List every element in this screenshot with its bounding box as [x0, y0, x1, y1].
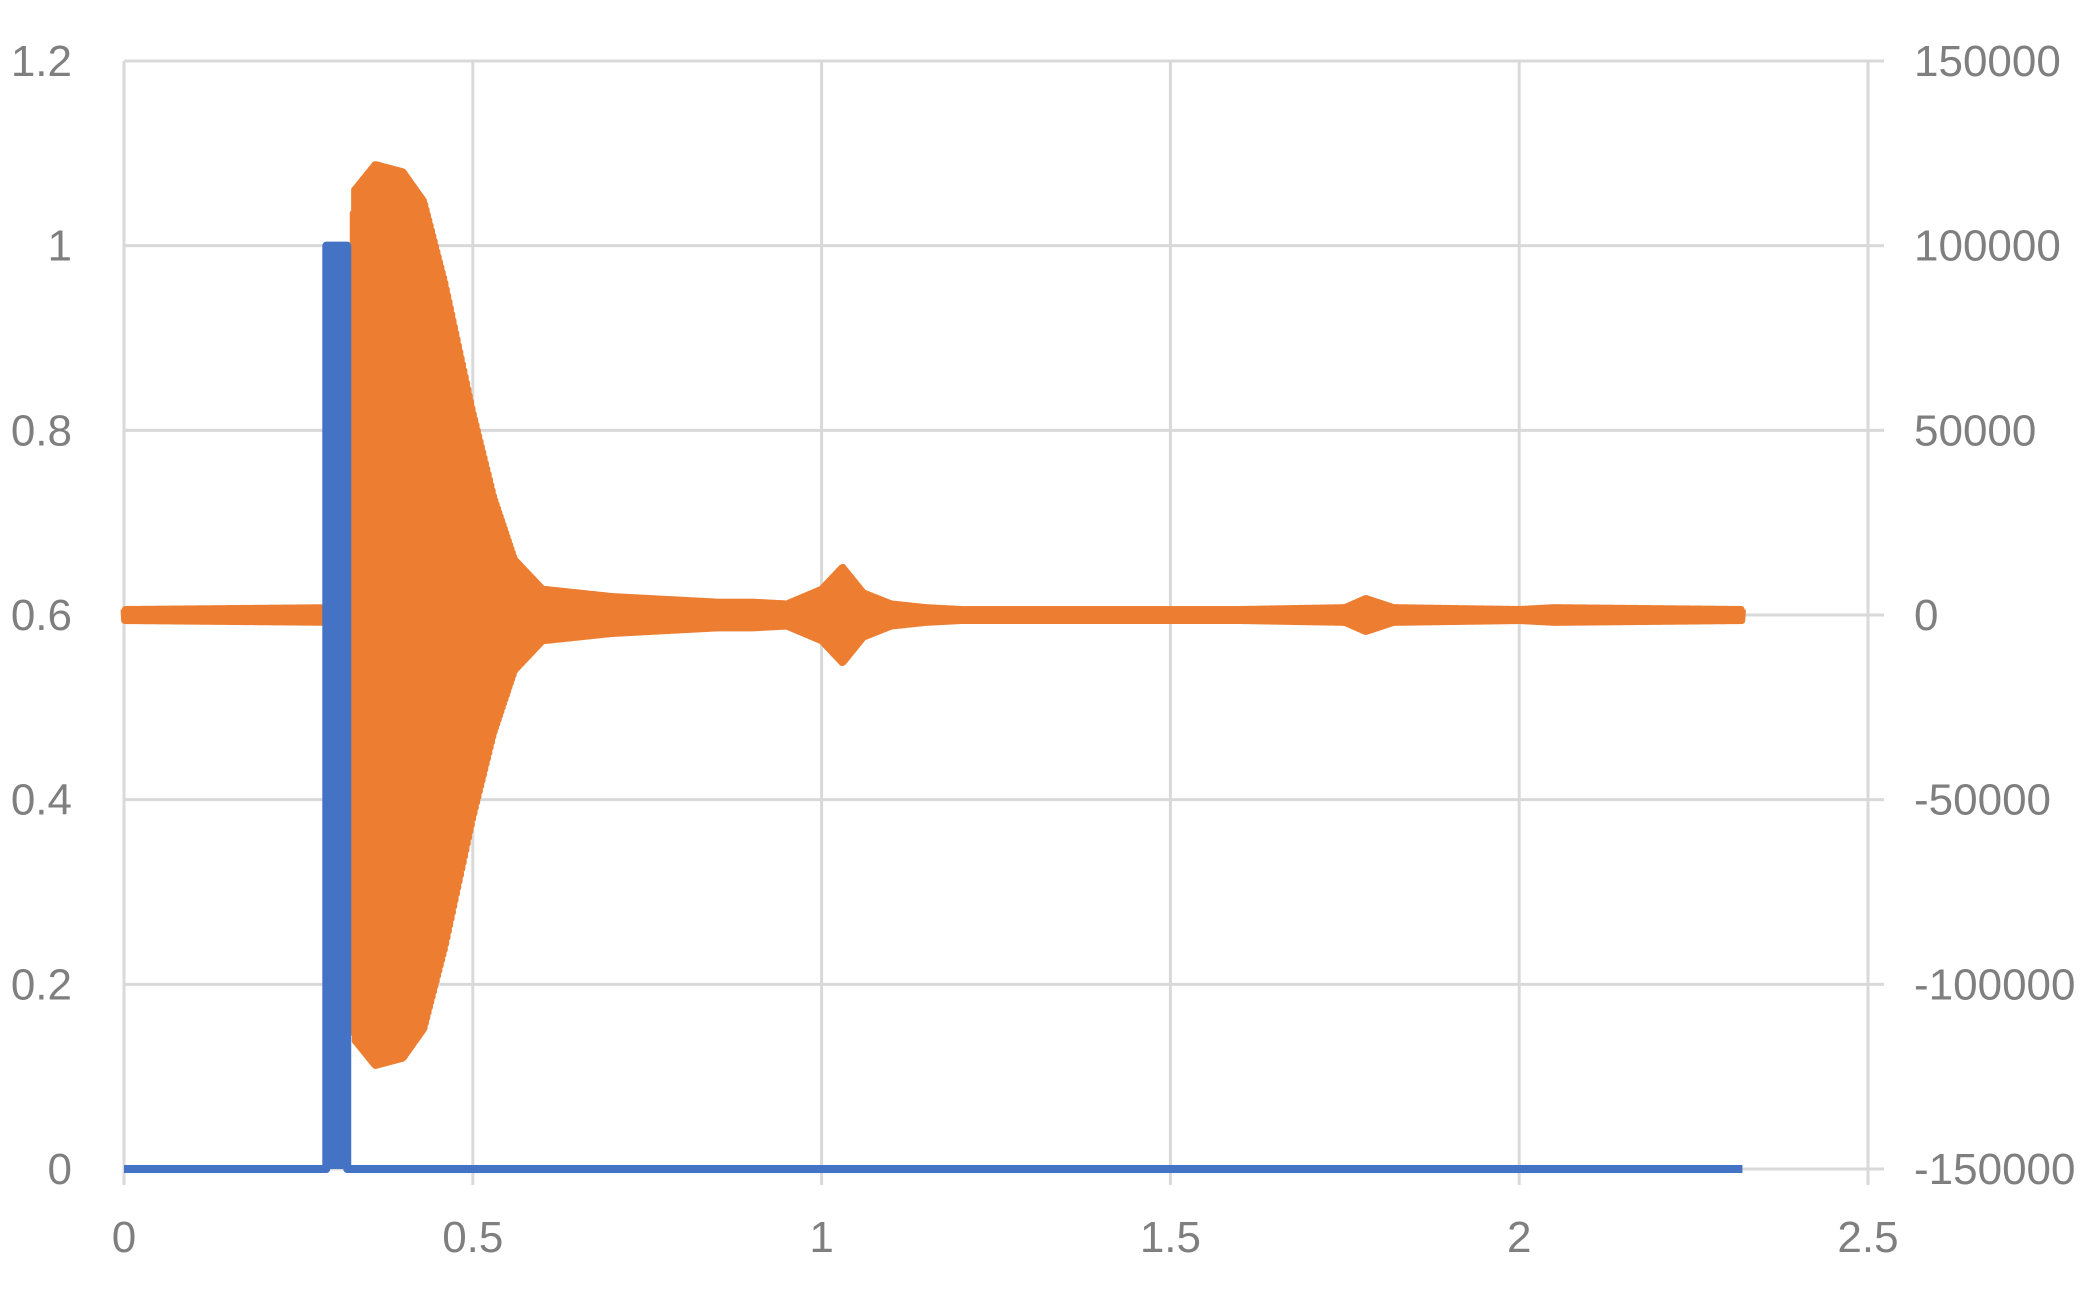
x-tick-label: 1.5 — [1140, 1213, 1201, 1262]
y2-tick-label: -50000 — [1914, 776, 2051, 825]
y-tick-label: 0.8 — [11, 406, 72, 455]
y2-tick-label: -100000 — [1914, 960, 2075, 1009]
x-tick-label: 0 — [112, 1213, 136, 1262]
y-tick-label: 0.6 — [11, 591, 72, 640]
y2-tick-label: 150000 — [1914, 37, 2061, 86]
x-tick-label: 1 — [809, 1213, 833, 1262]
series-pulse-bar — [326, 245, 348, 1169]
series-layer — [120, 161, 1746, 1173]
x-tick-label: 2.5 — [1837, 1213, 1898, 1262]
series-pulse-line — [124, 241, 1743, 1173]
y2-tick-label: 0 — [1914, 591, 1938, 640]
x-tick-label: 0.5 — [442, 1213, 503, 1262]
tick-label-layer: 0 0.2 0.4 0.6 0.8 1 1.2 -150000 -100000 -50000 0 50… — [11, 37, 2076, 1262]
y-tick-label: 1.2 — [11, 37, 72, 86]
y-tick-label: 0.4 — [11, 776, 72, 825]
series-signal-line — [120, 161, 1746, 1069]
y-tick-label: 1 — [48, 222, 72, 271]
y2-tick-label: 50000 — [1914, 406, 2036, 455]
y2-tick-label: -150000 — [1914, 1145, 2075, 1194]
y-tick-label: 0 — [48, 1145, 72, 1194]
y2-tick-label: 100000 — [1914, 222, 2061, 271]
x-tick-label: 2 — [1507, 1213, 1531, 1262]
y-tick-label: 0.2 — [11, 960, 72, 1009]
